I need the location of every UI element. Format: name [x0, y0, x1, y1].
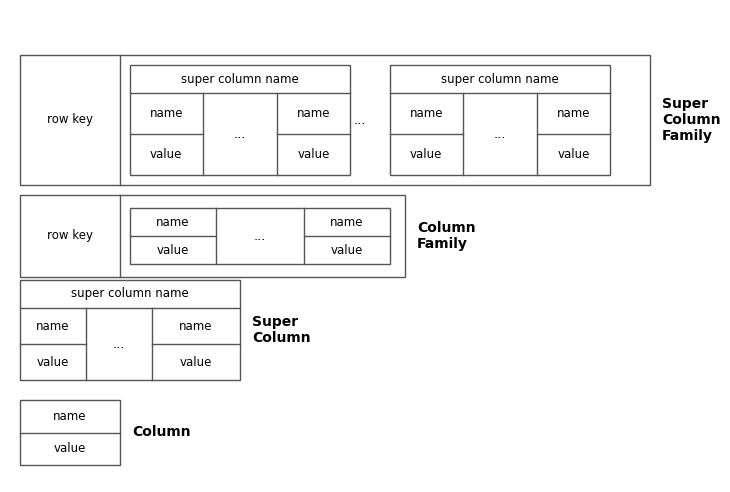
Text: value: value: [150, 148, 182, 161]
Text: ...: ...: [234, 127, 246, 141]
Text: super column name: super column name: [71, 287, 189, 301]
Text: value: value: [331, 244, 364, 256]
Bar: [390, 65, 610, 175]
Bar: [20, 195, 405, 277]
Text: name: name: [331, 215, 364, 228]
Text: value: value: [36, 356, 69, 369]
Text: Column: Column: [132, 426, 191, 439]
Text: value: value: [298, 148, 330, 161]
Bar: [130, 208, 390, 264]
Bar: [20, 400, 120, 465]
Text: value: value: [410, 148, 442, 161]
Text: value: value: [157, 244, 189, 256]
Text: name: name: [297, 107, 331, 120]
Text: name: name: [36, 319, 70, 333]
Text: value: value: [54, 442, 86, 455]
Text: Column
Family: Column Family: [417, 221, 476, 251]
Text: Super
Column
Family: Super Column Family: [662, 97, 721, 143]
Text: super column name: super column name: [441, 72, 559, 86]
Bar: [20, 55, 650, 185]
Text: Super
Column: Super Column: [252, 315, 311, 345]
Text: row key: row key: [47, 114, 93, 126]
Text: name: name: [150, 107, 183, 120]
Text: name: name: [156, 215, 190, 228]
Bar: [130, 65, 350, 175]
Text: row key: row key: [47, 229, 93, 243]
Text: name: name: [410, 107, 443, 120]
Text: ...: ...: [493, 127, 506, 141]
Text: ...: ...: [113, 338, 125, 350]
Text: ...: ...: [254, 229, 266, 243]
Text: value: value: [558, 148, 590, 161]
Text: value: value: [180, 356, 212, 369]
Text: ...: ...: [354, 114, 366, 126]
Text: name: name: [557, 107, 591, 120]
Text: super column name: super column name: [181, 72, 299, 86]
Text: name: name: [180, 319, 212, 333]
Bar: [20, 280, 240, 380]
Text: name: name: [53, 410, 87, 423]
